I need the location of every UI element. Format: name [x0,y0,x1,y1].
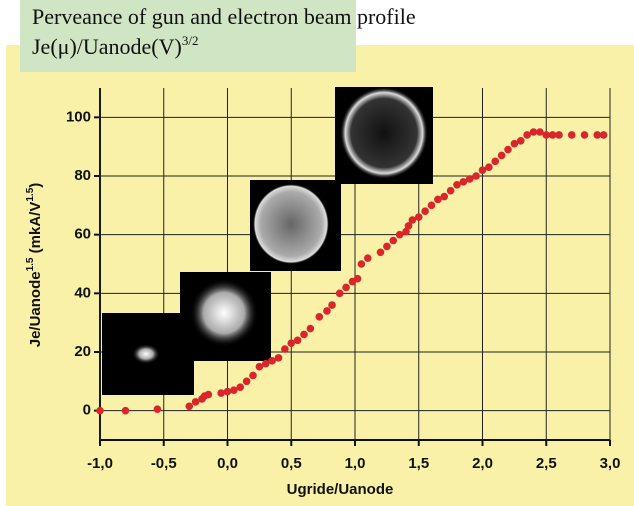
x-tick-label: 2,0 [472,455,493,472]
y-tick-label: 40 [74,284,91,301]
data-point [335,289,344,298]
insets [102,87,433,395]
data-point [315,313,324,321]
data-point [497,151,506,160]
data-point [555,131,563,139]
data-point [404,222,413,230]
data-point [453,181,461,189]
data-point [249,371,257,380]
title-box [20,0,356,72]
data-point [293,336,302,345]
x-tick-label: 2,5 [536,455,557,472]
data-point [121,406,130,415]
y-tick-label: 100 [66,108,91,125]
data-point [465,175,474,183]
data-point [281,345,289,353]
data-point [153,405,162,414]
data-point [96,406,104,415]
data-point [376,248,385,257]
data-point [446,186,455,195]
y-label-part: (mkA/V [27,202,44,258]
data-point [223,387,232,396]
data-point [323,307,331,315]
data-point [459,178,468,186]
data-point [536,128,544,136]
data-point [287,339,296,348]
x-axis-label: Ugride/Uanode [287,481,394,498]
data-point [548,131,557,139]
y-label-part: ) [27,183,44,188]
data-point [357,260,366,268]
data-point [542,131,551,139]
data-point [421,207,429,215]
data-point [230,386,238,394]
data-point [328,301,336,309]
data-point [395,230,404,239]
x-tick-label: 1,5 [408,455,429,472]
x-tick-label: 0,0 [217,455,238,472]
y-tick-label: 60 [74,226,91,243]
data-point [529,128,538,136]
data-point [191,398,200,406]
data-point [389,236,398,245]
data-point [300,330,308,339]
chart-title: Perveance of gun and electron beam profi… [32,4,416,29]
data-point [516,137,525,145]
y-label-part: Je/Uanode [27,271,44,347]
y-tick-label: 20 [74,343,91,360]
points [96,128,608,415]
data-point [485,163,493,171]
data-point [478,166,487,174]
y-label-sup: 1.5 [25,187,36,201]
data-point [236,383,245,392]
data-point [255,362,264,371]
chart-subtitle: Je(μ)/Uanode(V)3/2 [32,33,198,59]
data-point [472,172,480,180]
data-point [414,213,423,221]
x-tick-label: 3,0 [600,455,621,472]
data-point [523,131,531,139]
y-label-sup: 1.5 [25,257,36,271]
data-point [306,324,315,333]
data-point [580,131,589,139]
y-axis-label: Je/Uanode1.5 (mkA/V1.5) [25,183,44,348]
data-point [440,192,449,201]
data-point [383,242,391,251]
beam-ring [340,87,428,179]
subtitle-sup: 3/2 [182,33,199,48]
beam-spot [253,184,329,264]
subtitle-text: Je(μ)/Uanode(V) [32,34,182,59]
data-point [363,254,372,262]
data-point [434,195,442,204]
data-point [268,357,276,365]
data-point [599,131,608,139]
data-point [567,131,576,139]
data-point [217,389,225,397]
data-point [353,274,362,283]
data-point [274,354,283,362]
data-point [242,377,251,386]
data-point [204,390,213,399]
data-point [491,157,500,166]
data-point [593,131,602,139]
data-point [402,227,410,236]
data-point [510,139,519,148]
beam-spot [190,279,258,347]
data-point [261,359,270,368]
y-tick-label: 0 [83,402,91,419]
x-tick-label: 0,5 [281,455,302,472]
data-point [342,283,350,292]
x-tick-label: -0,5 [151,455,177,472]
background [6,45,634,506]
beam-spot [132,344,160,364]
data-point [427,201,436,210]
x-tick-label: -1,0 [87,455,113,472]
data-point [185,402,194,411]
y-tick-label: 80 [74,167,91,184]
x-tick-label: 1,0 [345,455,366,472]
data-point [504,145,512,154]
data-point [408,216,417,224]
